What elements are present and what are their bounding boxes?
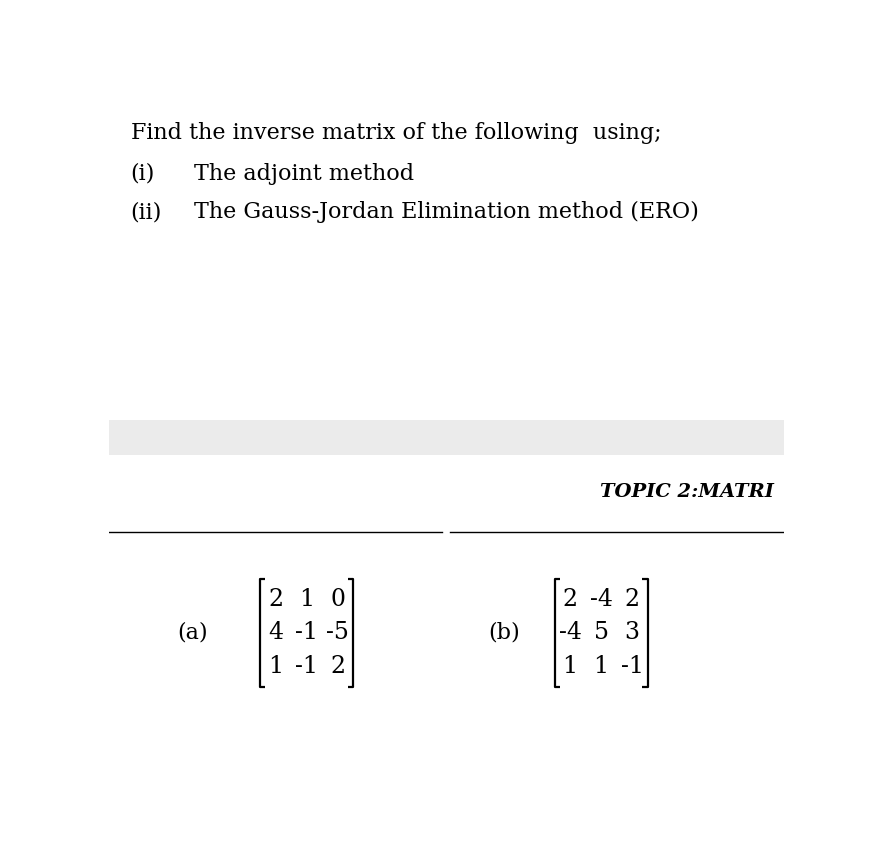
Text: -1: -1 <box>295 655 318 679</box>
Text: (b): (b) <box>489 622 520 644</box>
Bar <box>109 420 784 455</box>
Text: (ii): (ii) <box>131 201 162 223</box>
Text: TOPIC 2:MATRI: TOPIC 2:MATRI <box>600 484 773 501</box>
Text: 2: 2 <box>563 588 577 611</box>
Text: 1: 1 <box>593 655 609 679</box>
Text: 2: 2 <box>268 588 283 611</box>
Text: 1: 1 <box>268 655 283 679</box>
Text: -4: -4 <box>558 621 582 644</box>
Text: (i): (i) <box>131 162 155 184</box>
Text: The Gauss-Jordan Elimination method (ERO): The Gauss-Jordan Elimination method (ERO… <box>194 201 699 223</box>
Text: 5: 5 <box>593 621 609 644</box>
Text: Find the inverse matrix of the following  using;: Find the inverse matrix of the following… <box>131 123 661 145</box>
Text: 2: 2 <box>330 655 345 679</box>
Text: (a): (a) <box>177 622 207 644</box>
Text: 0: 0 <box>330 588 345 611</box>
Text: 2: 2 <box>625 588 639 611</box>
Text: 1: 1 <box>299 588 314 611</box>
Text: -4: -4 <box>590 588 612 611</box>
Text: -5: -5 <box>326 621 349 644</box>
Text: The adjoint method: The adjoint method <box>194 162 415 184</box>
Text: 4: 4 <box>268 621 283 644</box>
Text: -1: -1 <box>295 621 318 644</box>
Text: 3: 3 <box>625 621 639 644</box>
Text: -1: -1 <box>620 655 644 679</box>
Text: 1: 1 <box>563 655 577 679</box>
